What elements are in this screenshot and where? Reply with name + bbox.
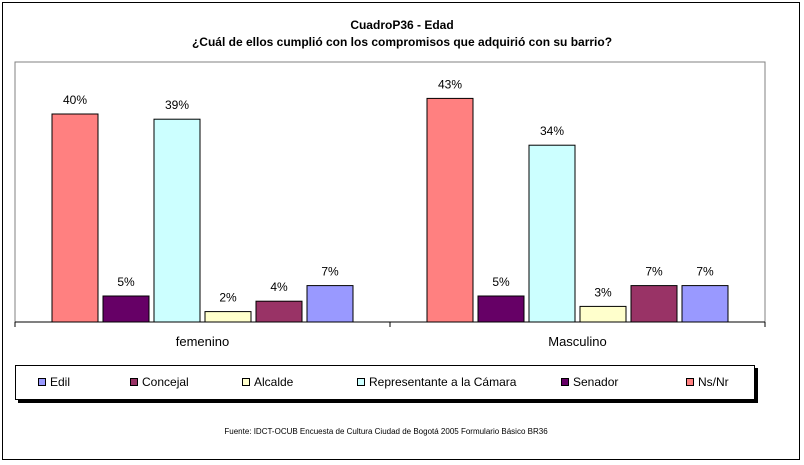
bar-representante-a-la-c-mara-femenino [153,118,201,323]
data-label: 43% [438,77,462,91]
bar-senador-masculino [477,295,525,323]
data-label: 3% [594,285,612,299]
data-label: 2% [219,291,237,305]
legend-item-concejal: Concejal [130,375,189,389]
legend: Edil Concejal Alcalde Representante a la Cá… [15,365,755,400]
bar-senador-femenino [102,295,150,323]
bar-edil-masculino [681,285,729,323]
source-note: Fuente: IDCT-OCUB Encuesta de Cultura Ci… [224,427,548,436]
data-label: 7% [696,265,714,279]
legend-item-representante-a-la-c-mara: Representante a la Cámara [357,375,516,389]
legend-swatch [686,377,694,386]
data-label: 34% [540,124,564,138]
legend-label: Alcalde [254,375,294,389]
legend-swatch [242,377,250,386]
bar-chart: 40% 5% 39% 2% 4% 7% femenino 43% 5% 34% 3% 7% 7% Masc… [14,61,766,349]
bar-representante-a-la-c-mara-masculino [528,144,576,323]
legend-item-ns-nr: Ns/Nr [686,375,729,389]
legend-label: Concejal [142,375,189,389]
data-label: 5% [117,275,135,289]
plot-area [14,61,766,323]
chart-subtitle: ¿Cuál de ellos cumplió con los compromis… [191,35,613,49]
bar-edil-femenino [306,285,354,323]
legend-item-edil: Edil [38,375,70,389]
data-label: 4% [270,280,288,294]
legend-label: Ns/Nr [698,375,729,389]
legend-swatch [130,377,138,386]
data-label: 40% [63,93,87,107]
legend-label: Senador [573,375,619,389]
category-label: femenino [176,334,229,349]
legend-swatch [561,377,569,386]
data-label: 39% [165,98,189,112]
legend-item-senador: Senador [561,375,618,389]
bar-ns-nr-femenino [51,113,99,323]
legend-swatch [357,377,365,386]
legend-swatch [38,377,46,386]
legend-label: Representante a la Cámara [369,375,517,389]
data-label: 7% [645,265,663,279]
data-label: 7% [321,265,339,279]
bar-concejal-masculino [630,285,678,323]
bar-ns-nr-masculino [426,97,474,323]
bar-concejal-femenino [255,300,303,323]
chart-title: CuadroP36 - Edad [350,18,454,32]
legend-label: Edil [50,375,71,389]
bar-alcalde-femenino [204,311,252,323]
category-label: Masculino [548,334,607,349]
bar-alcalde-masculino [579,305,627,323]
legend-item-alcalde: Alcalde [242,375,293,389]
data-label: 5% [492,275,510,289]
